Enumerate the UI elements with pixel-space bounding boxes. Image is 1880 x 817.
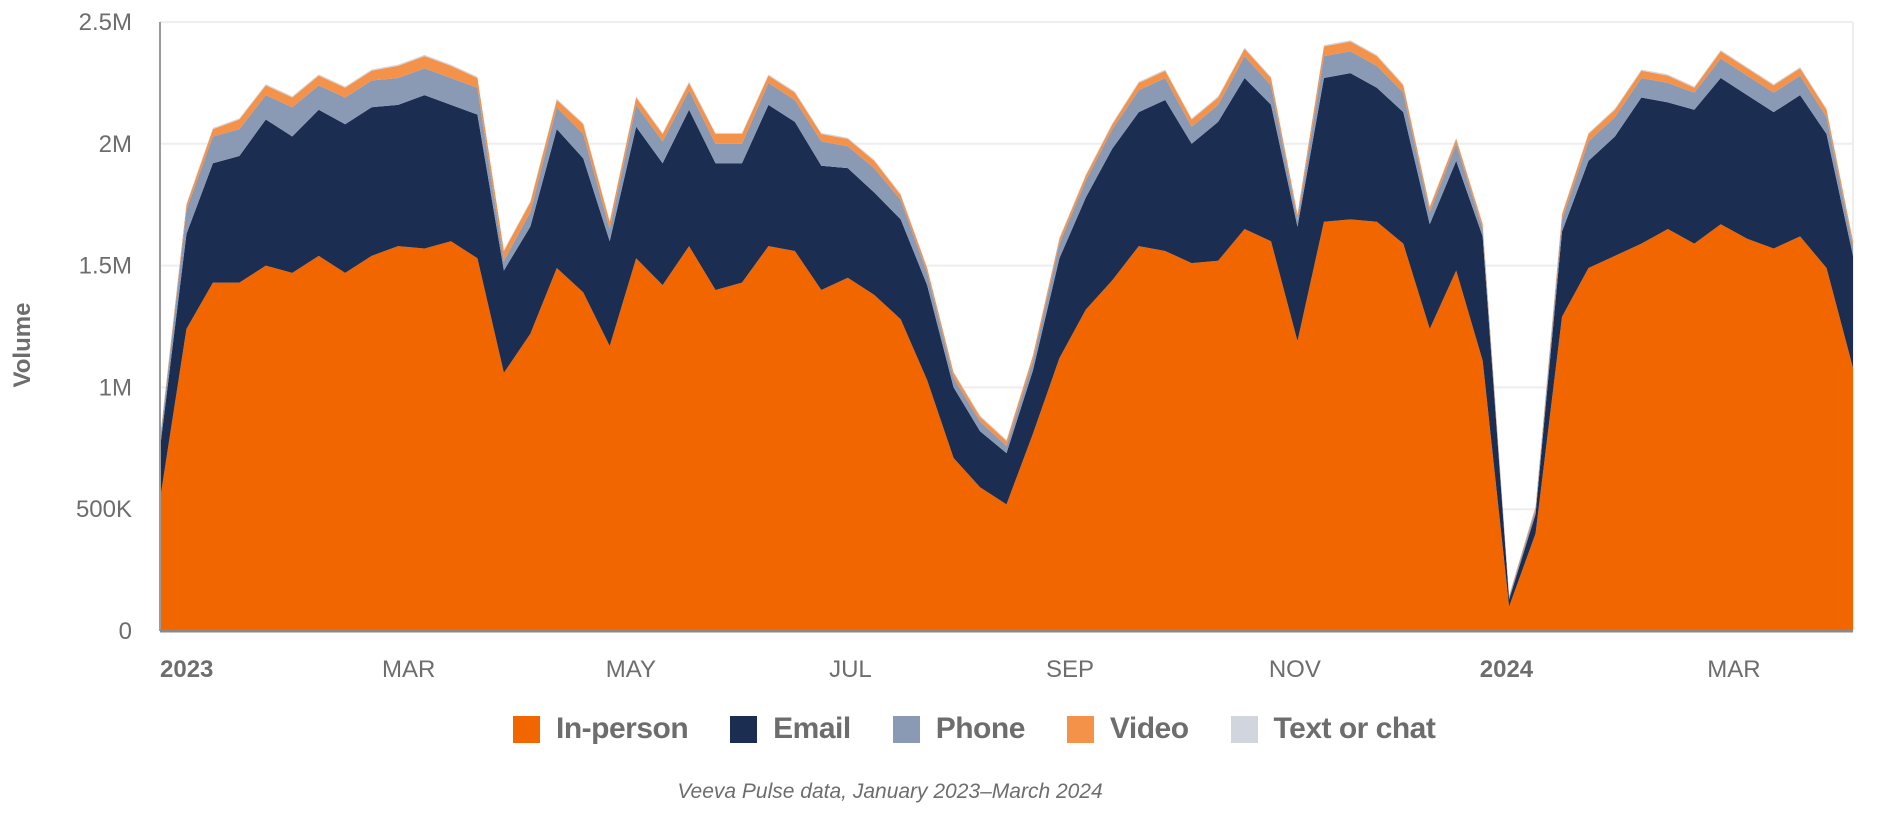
legend-label: Text or chat <box>1273 712 1436 745</box>
y-tick-label: 1.5M <box>79 253 132 280</box>
x-tick-labels: 2023 MAR MAY JUL SEP NOV 2024 MAR <box>160 656 1761 683</box>
legend-swatch-phone <box>892 715 920 743</box>
legend-label: Video <box>1109 712 1189 745</box>
x-tick-label: 2024 <box>1480 656 1534 683</box>
area-phone <box>160 51 1853 600</box>
y-tick-labels: 0 500K 1M 1.5M 2M 2.5M <box>76 9 132 645</box>
y-tick-label: 2M <box>99 131 132 158</box>
legend-item-in-person: In-person <box>513 712 689 746</box>
legend-label: In-person <box>556 712 689 745</box>
legend-item-phone: Phone <box>892 712 1026 746</box>
legend-label: Phone <box>935 712 1026 745</box>
x-tick-label: SEP <box>1046 656 1094 683</box>
source-caption: Veeva Pulse data, January 2023–March 202… <box>677 780 1103 803</box>
x-tick-label: MAR <box>382 656 435 683</box>
area-email <box>160 73 1853 607</box>
y-axis-label: Volume <box>9 303 36 388</box>
legend: In-person Email Phone Video Text or chat <box>513 712 1477 746</box>
legend-item-email: Email <box>730 712 851 746</box>
x-tick-label: 2023 <box>160 656 213 683</box>
x-tick-label: MAR <box>1707 656 1760 683</box>
x-tick-label: JUL <box>829 656 872 683</box>
y-tick-label: 0 <box>119 618 132 645</box>
legend-swatch-text-or-chat <box>1230 715 1258 743</box>
legend-item-video: Video <box>1066 712 1189 746</box>
legend-swatch-in-person <box>513 715 540 743</box>
legend-swatch-video <box>1066 715 1094 743</box>
legend-item-text-or-chat: Text or chat <box>1230 712 1436 746</box>
x-tick-label: NOV <box>1269 656 1321 683</box>
series-areas <box>160 40 1853 632</box>
y-tick-label: 2.5M <box>79 9 132 36</box>
y-tick-label: 1M <box>99 374 132 401</box>
area-in-person <box>160 219 1853 632</box>
x-tick-label: MAY <box>606 656 656 683</box>
legend-label: Email <box>773 712 851 745</box>
axes <box>159 22 1853 633</box>
y-tick-label: 500K <box>76 496 132 523</box>
legend-swatch-email <box>730 715 758 743</box>
